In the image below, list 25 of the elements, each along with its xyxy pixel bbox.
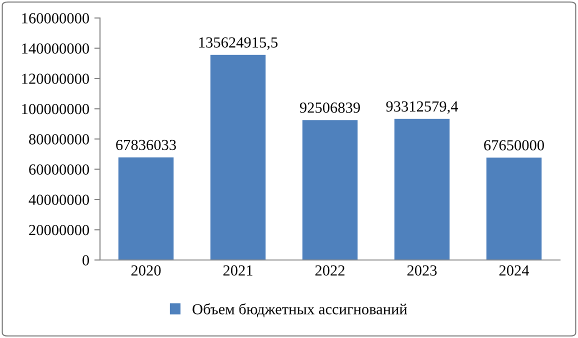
y-tick-label: 0 [82,255,89,266]
data-label: 135624915,5 [199,37,278,50]
y-tick-label: 100000000 [22,104,89,114]
x-tick-label: 2020 [131,265,161,276]
x-tick-label: 2023 [407,265,437,276]
y-tick-label: 40000000 [28,194,89,205]
x-tick-label: 2022 [315,265,344,276]
x-tick-label: 2024 [499,265,530,276]
y-tick-label: 140000000 [22,43,89,54]
y-tick-label: 160000000 [22,13,89,24]
data-label: 67836033 [116,140,176,150]
data-label: 93312579,4 [386,101,458,114]
bar [210,54,266,260]
y-tick-label: 20000000 [29,224,89,236]
data-label: 67650000 [484,140,544,150]
bar [302,120,358,260]
legend-label: Объем бюджетных ассигнований [192,303,408,318]
bar [394,118,450,260]
data-label: 92506839 [300,102,360,113]
y-tick-label: 120000000 [22,74,89,84]
y-tick-label: 60000000 [29,164,89,175]
bar [118,157,174,260]
y-tick-label: 80000000 [29,134,89,144]
x-tick-label: 2021 [223,265,252,276]
bar [486,158,542,260]
